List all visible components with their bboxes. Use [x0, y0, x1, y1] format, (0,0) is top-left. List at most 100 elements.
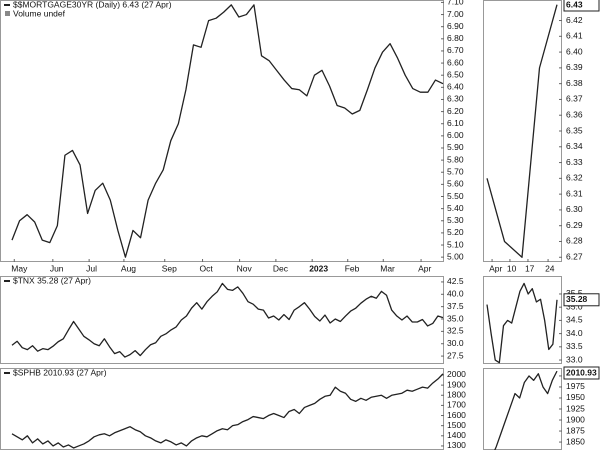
y-tick-label: 1925 [566, 403, 585, 413]
y-tick-label: 5.90 [447, 142, 464, 152]
y-tick-label: 6.28 [566, 236, 583, 246]
x-tick-label: Feb [345, 263, 360, 273]
y-tick-label: 5.10 [447, 239, 464, 249]
y-tick-label: 6.33 [566, 157, 583, 167]
y-tick-label: 42.5 [447, 276, 464, 286]
x-tick-label: Oct [200, 263, 214, 273]
y-tick-label: 5.60 [447, 179, 464, 189]
y-tick-label: 5.80 [447, 154, 464, 164]
x-tick-label: Jul [86, 263, 97, 273]
panel-frame [0, 276, 444, 364]
price-line [494, 370, 558, 450]
x-tick-label: Apr [489, 263, 502, 273]
y-tick-label: 1400 [447, 430, 466, 440]
y-tick-label: 6.36 [566, 109, 583, 119]
last-value-box [563, 293, 600, 307]
y-tick-label: 6.37 [566, 94, 583, 104]
y-tick-label: 33.0 [566, 354, 583, 364]
y-tick-label: 6.00 [447, 130, 464, 140]
y-tick-label: 32.5 [447, 326, 464, 336]
panel-title: $$MORTGAGE30YR (Daily) 6.43 (27 Apr) [13, 0, 172, 9]
y-tick-label: 2000 [447, 369, 466, 379]
y-tick-label: 1975 [566, 381, 585, 391]
y-tick-label: 7.10 [447, 0, 464, 7]
x-tick-label: Aug [121, 263, 136, 273]
y-tick-label: 5.30 [447, 215, 464, 225]
x-tick-label: Jun [50, 263, 64, 273]
y-tick-label: 37.5 [447, 301, 464, 311]
y-tick-label: 1300 [447, 440, 466, 450]
last-value-box [563, 0, 600, 12]
x-tick-label: May [11, 263, 28, 273]
panel-subtitle: Volume undef [13, 8, 66, 18]
y-tick-label: 5.20 [447, 227, 464, 237]
last-value-label: 2010.93 [566, 367, 597, 377]
y-tick-label: 6.40 [566, 46, 583, 56]
y-tick-label: 6.50 [447, 69, 464, 79]
y-tick-label: 6.70 [447, 45, 464, 55]
x-tick-label: 17 [525, 263, 535, 273]
y-tick-label: 35.5 [566, 288, 583, 298]
x-tick-label: 24 [545, 263, 555, 273]
panel-title: $TNX 35.28 (27 Apr) [13, 275, 91, 285]
price-line [486, 4, 558, 258]
y-tick-label: 6.34 [566, 141, 583, 151]
y-tick-label: 34.0 [566, 328, 583, 338]
y-tick-label: 1700 [447, 400, 466, 410]
y-tick-label: 27.5 [447, 350, 464, 360]
y-tick-label: 6.35 [566, 125, 583, 135]
y-tick-label: 34.5 [566, 315, 583, 325]
y-tick-label: 1900 [566, 414, 585, 424]
y-tick-label: 6.30 [566, 204, 583, 214]
y-tick-label: 6.42 [566, 15, 583, 25]
y-tick-label: 33.5 [566, 341, 583, 351]
y-tick-label: 6.31 [566, 188, 583, 198]
y-tick-label: 6.10 [447, 118, 464, 128]
x-tick-label: Dec [273, 263, 289, 273]
y-tick-label: 1900 [447, 379, 466, 389]
y-tick-label: 1800 [447, 390, 466, 400]
x-tick-label: Nov [237, 263, 253, 273]
last-value-label: 35.28 [566, 294, 588, 304]
y-tick-label: 6.38 [566, 78, 583, 88]
last-value-box [563, 366, 600, 380]
x-tick-label: 2023 [309, 263, 328, 273]
y-tick-label: 6.40 [447, 82, 464, 92]
y-tick-label: 6.41 [566, 31, 583, 41]
price-line [11, 4, 444, 258]
price-line [486, 282, 558, 364]
y-tick-label: 6.60 [447, 57, 464, 67]
last-value-label: 6.43 [566, 0, 583, 9]
price-line [11, 373, 444, 449]
y-tick-label: 6.90 [447, 21, 464, 31]
x-tick-label: Mar [380, 263, 395, 273]
panel-frame [0, 0, 444, 262]
y-tick-label: 35.0 [566, 301, 583, 311]
x-tick-label: Sep [162, 263, 177, 273]
y-tick-label: 1850 [566, 436, 585, 446]
price-line [11, 282, 444, 358]
y-tick-label: 5.70 [447, 166, 464, 176]
y-tick-label: 30.0 [447, 338, 464, 348]
y-tick-label: 35.0 [447, 313, 464, 323]
subtitle-swatch [5, 11, 10, 16]
y-tick-label: 7.00 [447, 9, 464, 19]
y-tick-label: 6.30 [447, 94, 464, 104]
y-tick-label: 1875 [566, 425, 585, 435]
y-tick-label: 40.0 [447, 289, 464, 299]
y-tick-label: 6.29 [566, 220, 583, 230]
y-tick-label: 6.32 [566, 173, 583, 183]
x-tick-label: 10 [507, 263, 517, 273]
y-tick-label: 5.50 [447, 191, 464, 201]
y-tick-label: 6.20 [447, 106, 464, 116]
y-tick-label: 5.40 [447, 203, 464, 213]
x-tick-label: Apr [418, 263, 431, 273]
y-tick-label: 1600 [447, 410, 466, 420]
y-tick-label: 6.27 [566, 252, 583, 262]
y-tick-label: 5.00 [447, 251, 464, 261]
panel-title: $SPHB 2010.93 (27 Apr) [13, 367, 107, 377]
y-tick-label: 6.80 [447, 33, 464, 43]
y-tick-label: 6.39 [566, 62, 583, 72]
